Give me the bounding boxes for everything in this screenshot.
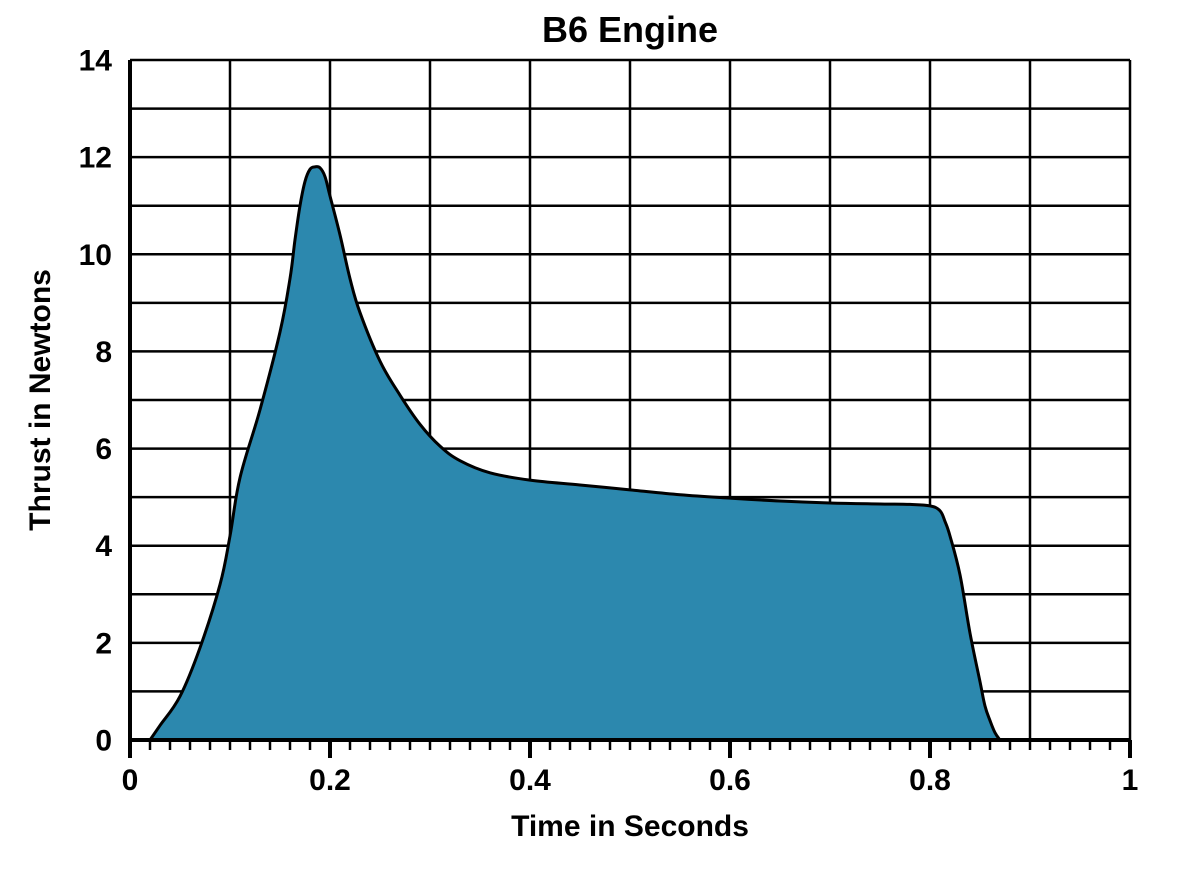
thrust-chart: 00.20.40.60.8102468101214B6 EngineTime i… [0, 0, 1200, 870]
x-tick-label: 0.6 [709, 764, 751, 797]
y-tick-label: 14 [79, 45, 113, 78]
y-tick-label: 12 [79, 142, 112, 175]
y-tick-label: 10 [79, 239, 112, 272]
x-tick-label: 0.8 [909, 764, 951, 797]
y-tick-label: 4 [95, 530, 112, 563]
y-axis-label: Thrust in Newtons [24, 269, 57, 531]
x-tick-label: 0 [122, 764, 139, 797]
x-axis-label: Time in Seconds [511, 810, 749, 843]
x-tick-label: 0.2 [309, 764, 351, 797]
chart-title: B6 Engine [542, 9, 718, 50]
y-tick-label: 2 [95, 627, 112, 660]
y-tick-label: 8 [95, 336, 112, 369]
x-tick-label: 0.4 [509, 764, 551, 797]
y-tick-label: 0 [95, 725, 112, 758]
x-tick-label: 1 [1122, 764, 1139, 797]
chart-svg: 00.20.40.60.8102468101214B6 EngineTime i… [0, 0, 1200, 870]
y-tick-label: 6 [95, 433, 112, 466]
